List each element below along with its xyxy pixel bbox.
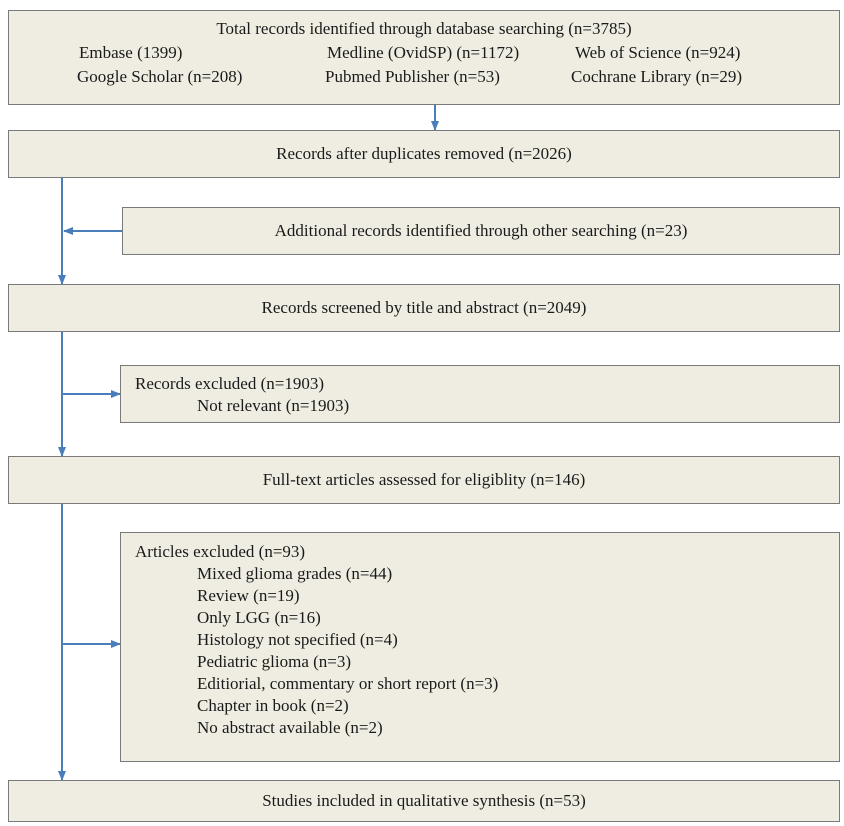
- excluded-records-box: Records excluded (n=1903) Not relevant (…: [120, 365, 840, 423]
- source-embase: Embase (1399): [79, 43, 183, 62]
- after-duplicates-label: Records after duplicates removed (n=2026…: [276, 144, 572, 163]
- fulltext-label: Full-text articles assessed for eligibli…: [262, 470, 586, 489]
- excluded-articles-item: Only LGG (n=16): [197, 608, 321, 627]
- excluded-articles-item: Histology not specified (n=4): [197, 630, 398, 649]
- included-label: Studies included in qualitative synthesi…: [262, 791, 586, 810]
- source-medline: Medline (OvidSP) (n=1172): [327, 43, 520, 62]
- included-box: Studies included in qualitative synthesi…: [8, 780, 840, 822]
- identified-title: Total records identified through databas…: [216, 19, 632, 38]
- excluded-articles-item: Pediatric glioma (n=3): [197, 652, 352, 671]
- excluded-articles-item: Mixed glioma grades (n=44): [197, 564, 393, 583]
- after-duplicates-box: Records after duplicates removed (n=2026…: [8, 130, 840, 178]
- additional-records-box: Additional records identified through ot…: [122, 207, 840, 255]
- excluded-articles-item: Review (n=19): [197, 586, 300, 605]
- excluded-articles-item: Chapter in book (n=2): [197, 696, 349, 715]
- excluded-articles-box: Articles excluded (n=93) Mixed glioma gr…: [120, 532, 840, 762]
- excluded-articles-item: No abstract available (n=2): [197, 718, 383, 737]
- source-web-of-science: Web of Science (n=924): [575, 43, 741, 62]
- fulltext-box: Full-text articles assessed for eligibli…: [8, 456, 840, 504]
- source-cochrane-library: Cochrane Library (n=29): [571, 67, 743, 86]
- source-google-scholar: Google Scholar (n=208): [77, 67, 243, 86]
- source-pubmed-publisher: Pubmed Publisher (n=53): [325, 67, 500, 86]
- excluded-articles-item: Editiorial, commentary or short report (…: [197, 674, 499, 693]
- identified-box: Total records identified through databas…: [8, 10, 840, 105]
- additional-records-label: Additional records identified through ot…: [274, 221, 688, 240]
- excluded-articles-title: Articles excluded (n=93): [135, 542, 306, 561]
- screened-label: Records screened by title and abstract (…: [261, 298, 587, 317]
- screened-box: Records screened by title and abstract (…: [8, 284, 840, 332]
- excluded-records-item: Not relevant (n=1903): [197, 396, 350, 415]
- excluded-records-title: Records excluded (n=1903): [135, 374, 324, 393]
